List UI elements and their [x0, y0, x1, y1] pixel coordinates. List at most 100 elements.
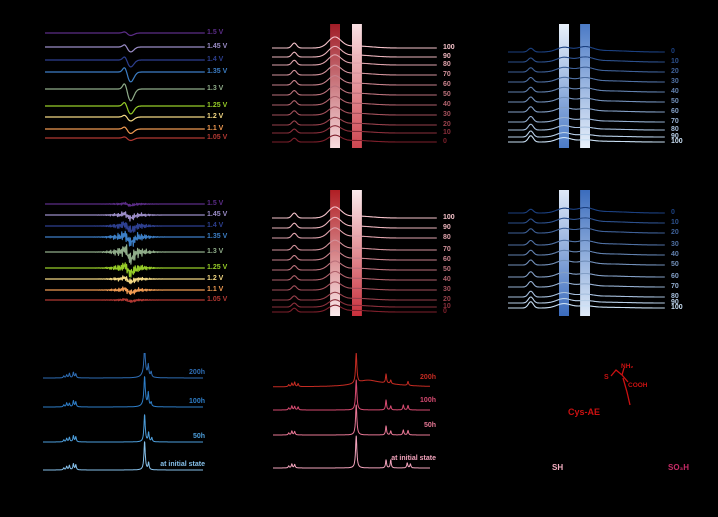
- trace: [508, 76, 665, 83]
- series-label: 30: [443, 111, 451, 118]
- series-label: 40: [671, 251, 679, 258]
- trace: [45, 114, 205, 122]
- trace: [272, 36, 437, 49]
- highlight-band: [352, 24, 362, 148]
- series-label: 1.4 V: [207, 222, 224, 229]
- series-label: 200h: [420, 374, 436, 381]
- series-label: at initial state: [391, 455, 436, 462]
- trace: [508, 130, 665, 138]
- series-label: 1.1 V: [207, 286, 224, 293]
- trace: [45, 230, 205, 247]
- series-label: 10: [443, 129, 451, 136]
- series-label: 1.4 V: [207, 56, 224, 63]
- trace: [508, 259, 665, 266]
- series-label: 1.35 V: [207, 68, 228, 75]
- series-label: 0: [671, 209, 675, 216]
- series-label: 80: [671, 293, 679, 300]
- series-label: 1.25 V: [207, 102, 228, 109]
- trace: [272, 299, 437, 308]
- panel-g-plot: [43, 353, 203, 471]
- trace: [508, 217, 665, 224]
- trace: [272, 260, 437, 271]
- series-label: 80: [443, 61, 451, 68]
- series-label: 100: [671, 304, 683, 311]
- series-label: 1.05 V: [207, 296, 228, 303]
- trace: [45, 102, 205, 115]
- bond-line: [621, 374, 629, 383]
- trace: [272, 75, 437, 86]
- trace: [45, 275, 205, 285]
- trace: [508, 135, 665, 143]
- series-label: at initial state: [160, 461, 205, 468]
- series-label: 1.2 V: [207, 275, 224, 282]
- series-label: 10: [671, 219, 679, 226]
- trace: [508, 96, 665, 103]
- trace: [272, 45, 437, 58]
- series-label: 1.5 V: [207, 200, 224, 207]
- trace: [508, 56, 665, 63]
- trace: [45, 286, 205, 296]
- series-label: 90: [443, 224, 451, 231]
- trace: [272, 239, 437, 251]
- series-label: 100: [671, 138, 683, 145]
- label-cooh: COOH: [628, 382, 648, 389]
- trace: [45, 211, 205, 222]
- series-label: 80: [443, 234, 451, 241]
- trace: [272, 85, 437, 96]
- label-nh2: NH₂: [621, 363, 633, 370]
- trace: [45, 136, 205, 142]
- series-label: 60: [671, 273, 679, 280]
- series-label: 90: [671, 299, 679, 306]
- series-label: 50: [443, 91, 451, 98]
- trace: [45, 44, 205, 53]
- trace: [272, 125, 437, 134]
- trace: [45, 31, 205, 37]
- series-label: 40: [671, 88, 679, 95]
- series-label: 50: [671, 261, 679, 268]
- series-label: 50h: [423, 422, 436, 429]
- trace: [508, 66, 665, 73]
- trace: [45, 262, 205, 278]
- trace: [45, 244, 205, 265]
- trace: [508, 290, 665, 298]
- trace: [273, 379, 430, 411]
- trace: [508, 45, 665, 53]
- series-label: 20: [443, 296, 451, 303]
- trace: [272, 64, 437, 76]
- series-label: 0: [671, 48, 675, 55]
- series-label: 100h: [189, 398, 205, 405]
- series-label: 60: [443, 256, 451, 263]
- trace: [508, 249, 665, 256]
- highlight-band: [580, 190, 590, 316]
- series-label: 40: [443, 101, 451, 108]
- series-label: 1.2 V: [207, 113, 224, 120]
- series-label: 100: [443, 214, 455, 221]
- series-label: 70: [671, 118, 679, 125]
- panel-i-plot: S NH₂ COOH Cys-AE SH SO₃H: [552, 363, 689, 472]
- trace: [45, 67, 205, 83]
- trace: [508, 280, 665, 288]
- series-label: 10: [671, 58, 679, 65]
- series-label: 20: [671, 229, 679, 236]
- trace: [508, 106, 665, 113]
- label-sh: SH: [552, 463, 563, 472]
- trace: [45, 201, 205, 207]
- series-label: 1.5 V: [207, 29, 224, 36]
- series-label: 30: [443, 286, 451, 293]
- trace: [508, 239, 665, 246]
- panel-c-plot: [508, 24, 665, 148]
- trace: [272, 116, 437, 126]
- series-label: 1.05 V: [207, 134, 228, 141]
- series-label: 20: [671, 68, 679, 75]
- trace: [508, 227, 665, 234]
- series-label: 200h: [189, 369, 205, 376]
- panel-d-plot: [45, 201, 205, 303]
- trace: [45, 126, 205, 134]
- trace: [508, 86, 665, 93]
- panel-f-plot: [508, 190, 665, 316]
- series-label: 80: [671, 126, 679, 133]
- trace: [508, 206, 665, 214]
- trace: [273, 404, 430, 436]
- series-label: 70: [443, 246, 451, 253]
- series-label: 1.45 V: [207, 43, 228, 50]
